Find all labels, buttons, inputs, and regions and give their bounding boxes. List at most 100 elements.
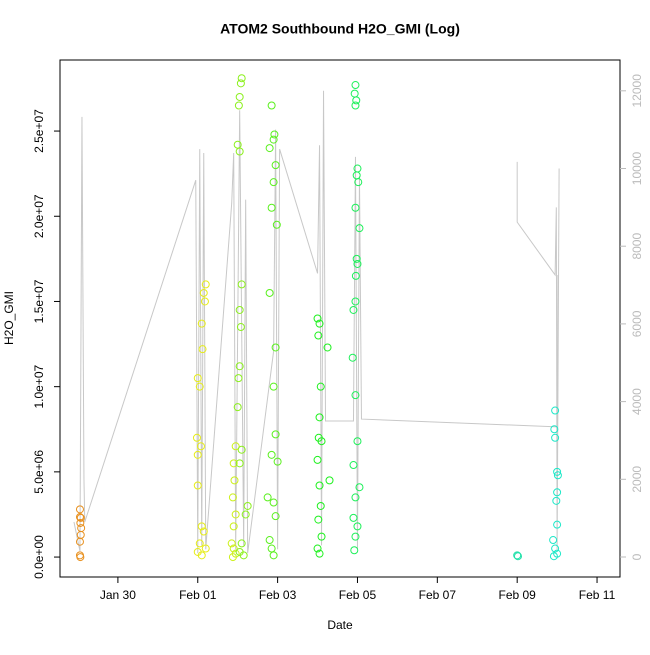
point [237,539,246,548]
point [229,522,238,531]
point [197,319,206,328]
point [271,161,280,170]
x-tick-label: Feb 11 [579,588,616,602]
point [193,374,202,383]
point [351,271,360,280]
point [351,297,360,306]
point [228,493,237,502]
point [269,498,278,507]
point [267,544,276,553]
point [348,353,357,362]
point [553,467,562,476]
point [192,433,201,442]
point [235,305,244,314]
y-tick-label: 2.0e+07 [32,194,46,238]
point [235,147,244,156]
point [237,74,246,83]
y-tick-label: 2.5e+07 [32,109,46,153]
point [237,445,246,454]
point [313,544,322,553]
point [272,220,281,229]
point [195,382,204,391]
point [553,520,562,529]
point [201,280,210,289]
point [353,522,362,531]
point [350,546,359,555]
point [553,488,562,497]
point [323,343,332,352]
point [201,544,210,553]
point [350,89,359,98]
point [263,493,272,502]
point [513,551,522,560]
point [271,430,280,439]
point [267,450,276,459]
point [236,323,245,332]
point [351,101,360,110]
point [269,178,278,187]
plot-frame [59,59,621,578]
point [313,314,322,323]
point [196,442,205,451]
y-tick-label: 1.5e+07 [32,279,46,323]
point [239,551,248,560]
point [314,515,323,524]
x-tick-label: Feb 03 [259,588,297,602]
point [269,382,278,391]
point [233,403,242,412]
y2-tick-label: 0 [630,553,644,560]
chart-title: ATOM2 Southbound H2O_GMI (Log) [220,21,460,37]
point [237,280,246,289]
point [349,513,358,522]
point [235,92,244,101]
point [76,518,85,527]
point [236,79,245,88]
point [76,553,85,562]
y-tick-label: 0.0e+00 [32,535,46,579]
point [352,96,361,105]
point [550,425,559,434]
y2-tick-label: 4000 [630,388,644,415]
x-tick-label: Feb 05 [339,588,377,602]
point [273,457,282,466]
point [317,532,326,541]
point [234,374,243,383]
point [349,461,358,470]
point [77,524,86,533]
point [549,536,558,545]
point [351,203,360,212]
point [265,536,274,545]
y-axis-label: H2O_GMI [2,291,16,345]
y2-tick-label: 12000 [630,74,644,108]
point [513,552,522,561]
point [267,203,276,212]
point [553,471,562,480]
point [315,319,324,328]
point [355,483,364,492]
point [195,539,204,548]
point [200,297,209,306]
line [516,161,560,550]
point [351,493,360,502]
point [349,305,358,314]
x-tick-label: Feb 09 [499,588,537,602]
point [316,382,325,391]
point [549,552,558,561]
point [313,455,322,464]
point [234,101,243,110]
point [265,144,274,153]
point [265,288,274,297]
point [355,224,364,233]
point [231,510,240,519]
point [231,442,240,451]
point [351,532,360,541]
x-tick-label: Feb 07 [419,588,457,602]
point [351,81,360,90]
point [197,522,206,531]
point [193,481,202,490]
point [75,537,84,546]
y-tick-label: 1.0e+07 [32,364,46,408]
x-tick-label: Feb 01 [179,588,217,602]
point [316,501,325,510]
point [76,513,85,522]
